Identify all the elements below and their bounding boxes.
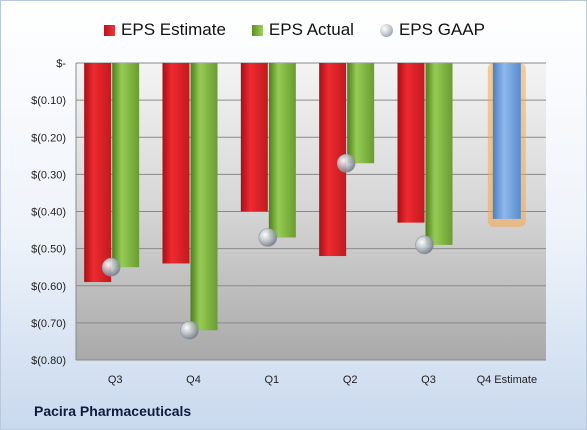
- y-tick-label: $(0.10): [31, 95, 66, 107]
- bar-eps-estimate: [162, 63, 190, 264]
- y-tick-label: $(0.30): [31, 169, 66, 181]
- bar-eps-estimate: [240, 63, 268, 212]
- legend: EPS Estimate EPS Actual EPS GAAP: [1, 17, 586, 43]
- green-square-icon: [251, 24, 263, 36]
- y-tick-label: $(0.50): [31, 244, 66, 256]
- point-eps-gaap: [101, 257, 121, 277]
- gray-sphere-icon: [379, 23, 393, 37]
- company-name: Pacira Pharmaceuticals: [34, 403, 192, 419]
- x-tick-label: Q2: [343, 374, 358, 386]
- point-eps-gaap: [258, 228, 278, 247]
- legend-label-eps-gaap: EPS GAAP: [398, 20, 485, 39]
- point-eps-gaap: [415, 235, 434, 255]
- bar-eps-actual: [268, 63, 296, 238]
- legend-label-eps-actual: EPS Actual: [268, 20, 354, 39]
- legend-item-eps-gaap: EPS GAAP: [379, 20, 485, 40]
- bar-eps-actual: [112, 63, 140, 268]
- y-tick-label: $(0.20): [31, 132, 66, 144]
- y-tick-label: $(0.70): [31, 318, 66, 330]
- y-tick-label: $(0.80): [31, 355, 66, 367]
- bar-eps-estimate: [397, 63, 425, 223]
- x-tick-label: Q3: [421, 374, 436, 386]
- y-tick-label: $(0.40): [31, 207, 66, 219]
- bar-eps-actual: [190, 63, 218, 331]
- point-eps-gaap: [336, 153, 356, 173]
- bar-eps-actual: [347, 63, 375, 164]
- y-tick-label: $-: [56, 58, 66, 70]
- x-tick-label: Q4 Estimate: [477, 374, 538, 386]
- red-square-icon: [104, 24, 116, 36]
- x-tick-label: Q1: [264, 374, 279, 386]
- legend-label-eps-estimate: EPS Estimate: [121, 20, 226, 39]
- legend-item-eps-actual: EPS Actual: [251, 20, 354, 40]
- x-tick-label: Q3: [108, 374, 123, 386]
- x-tick-label: Q4: [186, 374, 201, 386]
- plot-area: $- $(0.10) $(0.20) $(0.30) $(0.40) $(0.50) $(0…: [31, 58, 546, 386]
- bar-eps-actual: [425, 63, 453, 245]
- y-tick-label: $(0.60): [31, 281, 66, 293]
- bar-eps-forecast: [492, 63, 521, 219]
- legend-item-eps-estimate: EPS Estimate: [104, 20, 226, 40]
- point-eps-gaap: [180, 320, 199, 340]
- bar-eps-estimate: [84, 63, 112, 283]
